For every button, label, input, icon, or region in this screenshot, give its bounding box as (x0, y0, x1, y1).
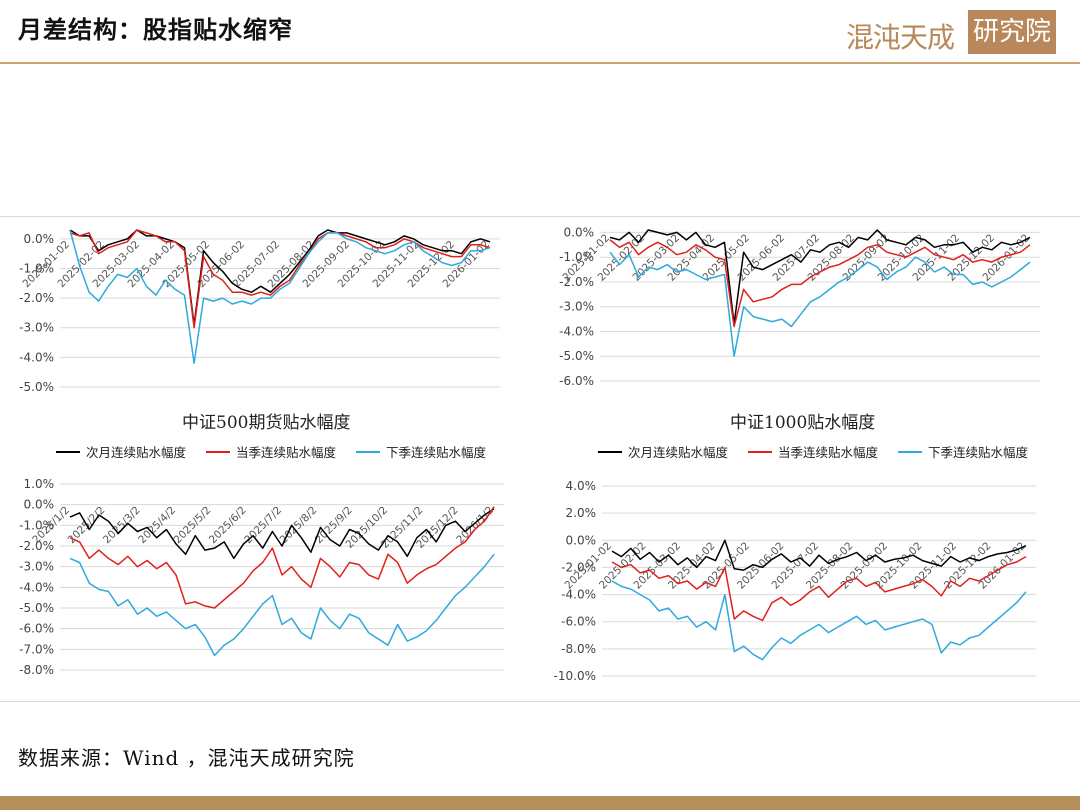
y-tick-label: -4.0% (559, 324, 594, 338)
legend-label: 次月连续贴水幅度 (86, 445, 187, 460)
y-tick-label: -2.0% (19, 539, 54, 553)
y-tick-label: -10.0% (554, 669, 596, 683)
legend-label: 当季连续贴水幅度 (778, 445, 879, 460)
series-line (69, 508, 495, 560)
y-tick-label: -5.0% (19, 601, 54, 615)
header-divider (0, 62, 1080, 64)
y-tick-label: -8.0% (561, 642, 596, 656)
y-tick-label: -3.0% (19, 560, 54, 574)
brand-logo: 混沌天成 研究院 (846, 10, 1058, 56)
y-tick-label: -2.0% (559, 275, 594, 289)
logo-badge: 研究院 (968, 10, 1056, 54)
legend-label: 次月连续贴水幅度 (628, 445, 729, 460)
legend-label: 下季连续贴水幅度 (928, 445, 1029, 460)
y-tick-label: 0.0% (24, 498, 55, 512)
series-line (609, 251, 1031, 357)
chart-bottom-left: 1.0% 0.0% -1.0% -2.0% -3.0% -4.0% -5.0% -6.0% -7… (19, 445, 504, 677)
y-tick-label: -4.0% (19, 350, 54, 364)
chart-subtitle-right: 中证1000贴水幅度 (730, 413, 876, 433)
y-tick-label: -3.0% (19, 321, 54, 335)
y-tick-label: -1.0% (559, 250, 594, 264)
series-line (69, 229, 491, 365)
y-tick-label: -6.0% (561, 615, 596, 629)
series-line (69, 506, 495, 609)
y-tick-label: -7.0% (19, 642, 54, 656)
series-line (611, 580, 1027, 661)
y-tick-label: -5.0% (19, 380, 54, 394)
chart-subtitle-left: 中证500期货贴水幅度 (182, 413, 351, 433)
legend-label: 下季连续贴水幅度 (386, 445, 487, 460)
y-tick-label: 1.0% (24, 477, 55, 491)
chart-top-right: 0.0%-1.0%-2.0%-3.0%-4.0%-5.0%-6.0%2025-0… (559, 225, 1040, 388)
y-tick-label: 0.0% (564, 225, 595, 239)
y-tick-label: -3.0% (559, 300, 594, 314)
legend-label: 当季连续贴水幅度 (236, 445, 337, 460)
y-tick-label: -4.0% (561, 588, 596, 602)
chart-panel (0, 216, 1080, 702)
y-tick-label: -6.0% (559, 374, 594, 388)
series-line (611, 555, 1027, 622)
series-line (611, 539, 1027, 571)
y-tick-label: -2.0% (19, 291, 54, 305)
chart-top-left: 0.0%-1.0%-2.0%-3.0%-4.0%-5.0%2025-01-022… (19, 229, 500, 394)
y-tick-label: -6.0% (19, 622, 54, 636)
y-tick-label: 0.0% (566, 533, 597, 547)
y-tick-label: -8.0% (19, 663, 54, 677)
y-tick-label: -1.0% (19, 518, 54, 532)
page-title: 月差结构：股指贴水缩窄 (18, 15, 293, 44)
y-tick-label: -2.0% (561, 560, 596, 574)
series-line (69, 229, 491, 329)
logo-text: 混沌天成 (846, 21, 955, 54)
y-tick-label: 0.0% (24, 232, 55, 246)
footer-bar (0, 796, 1080, 810)
y-tick-label: 4.0% (566, 479, 597, 493)
series-line (609, 229, 1031, 325)
series-line (69, 553, 495, 657)
series-line (609, 239, 1031, 328)
y-tick-label: 2.0% (566, 506, 597, 520)
y-tick-label: -4.0% (19, 580, 54, 594)
series-line (69, 229, 491, 326)
chart-bottom-right: 4.0%2.0%0.0%-2.0%-4.0%-6.0%-8.0%-10.0%20… (554, 445, 1036, 683)
y-tick-label: -5.0% (559, 349, 594, 363)
data-source-note: 数据来源：Wind ，混沌天成研究院 (18, 746, 355, 770)
y-tick-label: -1.0% (19, 261, 54, 275)
